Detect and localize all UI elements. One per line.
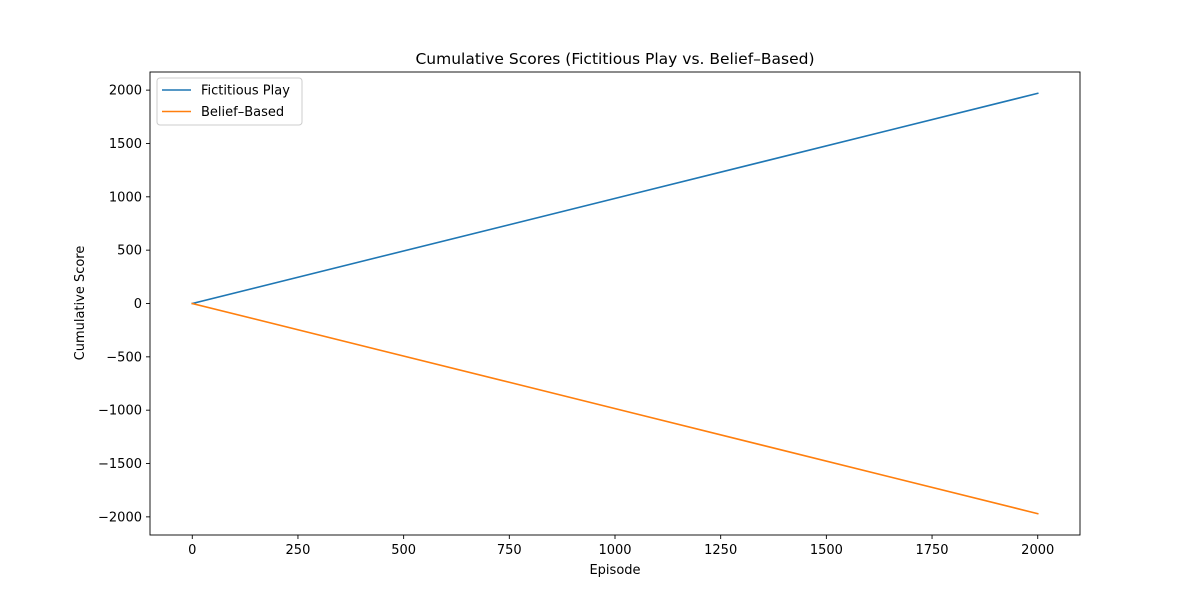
x-tick-label: 0 bbox=[188, 543, 196, 558]
x-axis-label: Episode bbox=[589, 563, 640, 578]
x-tick-label: 1000 bbox=[598, 543, 631, 558]
y-tick-label: −2000 bbox=[98, 510, 142, 525]
x-tick-label: 750 bbox=[497, 543, 522, 558]
legend: Fictitious Play Belief–Based bbox=[156, 77, 303, 126]
x-tick-label: 500 bbox=[391, 543, 416, 558]
x-tick-label: 1500 bbox=[810, 543, 843, 558]
legend-label-1: Belief–Based bbox=[201, 105, 284, 120]
legend-box bbox=[156, 77, 303, 126]
y-tick-label: −500 bbox=[106, 350, 142, 365]
series-line-1 bbox=[191, 302, 1039, 515]
y-tick-label: 2000 bbox=[109, 84, 142, 99]
y-tick-label: 1000 bbox=[109, 190, 142, 205]
y-tick-label: −1500 bbox=[98, 457, 142, 472]
series-line-0 bbox=[191, 92, 1039, 305]
x-tick-label: 250 bbox=[286, 543, 311, 558]
y-tick-label: 1500 bbox=[109, 137, 142, 152]
y-axis-label: Cumulative Score bbox=[73, 246, 88, 361]
legend-label-0: Fictitious Play bbox=[201, 84, 290, 99]
y-tick-label: −1000 bbox=[98, 404, 142, 419]
x-tick-label: 1750 bbox=[915, 543, 948, 558]
y-tick-label: 500 bbox=[117, 244, 142, 259]
x-tick-label: 1250 bbox=[704, 543, 737, 558]
y-tick-label: 0 bbox=[134, 297, 142, 312]
x-tick-label: 2000 bbox=[1021, 543, 1054, 558]
chart-title: Cumulative Scores (Fictitious Play vs. B… bbox=[415, 50, 814, 68]
